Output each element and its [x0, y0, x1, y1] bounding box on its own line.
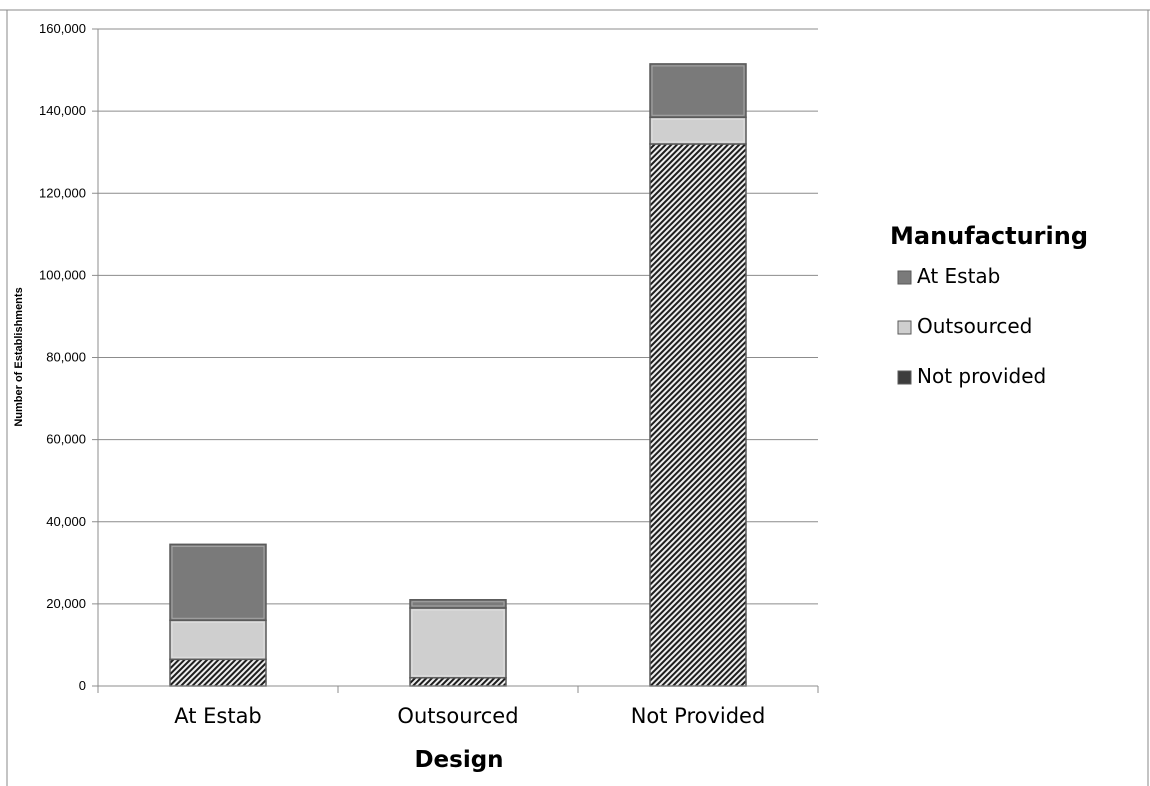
bar-segment [409, 607, 507, 679]
y-tick-labels: 0 20,000 40,000 60,000 80,000 100,000 120,000 1… [39, 21, 86, 693]
x-category-labels: At Estab Outsourced Not Provided [174, 704, 765, 728]
x-category-label: Not Provided [631, 704, 766, 728]
legend-label: Not provided [917, 364, 1046, 388]
axes [92, 28, 819, 693]
bar-segment [649, 116, 747, 145]
bar-segment [169, 658, 267, 687]
legend-swatch [897, 270, 912, 285]
bar-segment-bevel [651, 65, 745, 116]
bar-segment [169, 619, 267, 661]
y-tick-label: 60,000 [46, 432, 86, 447]
bar-segment [409, 677, 507, 687]
y-tick-label: 0 [79, 678, 86, 693]
x-axis-title: Design [414, 747, 503, 773]
legend-label: At Estab [917, 264, 1000, 288]
legend: Manufacturing At Estab Outsourced Not prov… [890, 222, 1088, 388]
y-axis-title: Number of Establishments [13, 287, 25, 426]
legend-title: Manufacturing [890, 222, 1088, 250]
bar-segment-bevel [171, 621, 265, 658]
bar-segment [649, 143, 747, 687]
bar-segment-bevel [651, 118, 745, 143]
y-tick-label: 100,000 [39, 267, 86, 282]
y-tick-label: 20,000 [46, 596, 86, 611]
y-tick-label: 140,000 [39, 103, 86, 118]
bar-segment [169, 543, 267, 622]
bars [169, 63, 747, 687]
legend-label: Outsourced [917, 314, 1032, 338]
y-tick-label: 160,000 [39, 21, 86, 36]
bar-segment-bevel [411, 601, 505, 607]
bar-segment [649, 63, 747, 119]
legend-swatch [897, 370, 912, 385]
y-tick-label: 40,000 [46, 514, 86, 529]
x-category-label: At Estab [174, 704, 262, 728]
y-tick-label: 120,000 [39, 185, 86, 200]
bar-segment-bevel [171, 545, 265, 619]
bar-segment-bevel [411, 609, 505, 677]
x-category-label: Outsourced [397, 704, 518, 728]
y-tick-label: 80,000 [46, 350, 86, 365]
legend-swatch [897, 320, 912, 335]
bar-segment [409, 599, 507, 609]
